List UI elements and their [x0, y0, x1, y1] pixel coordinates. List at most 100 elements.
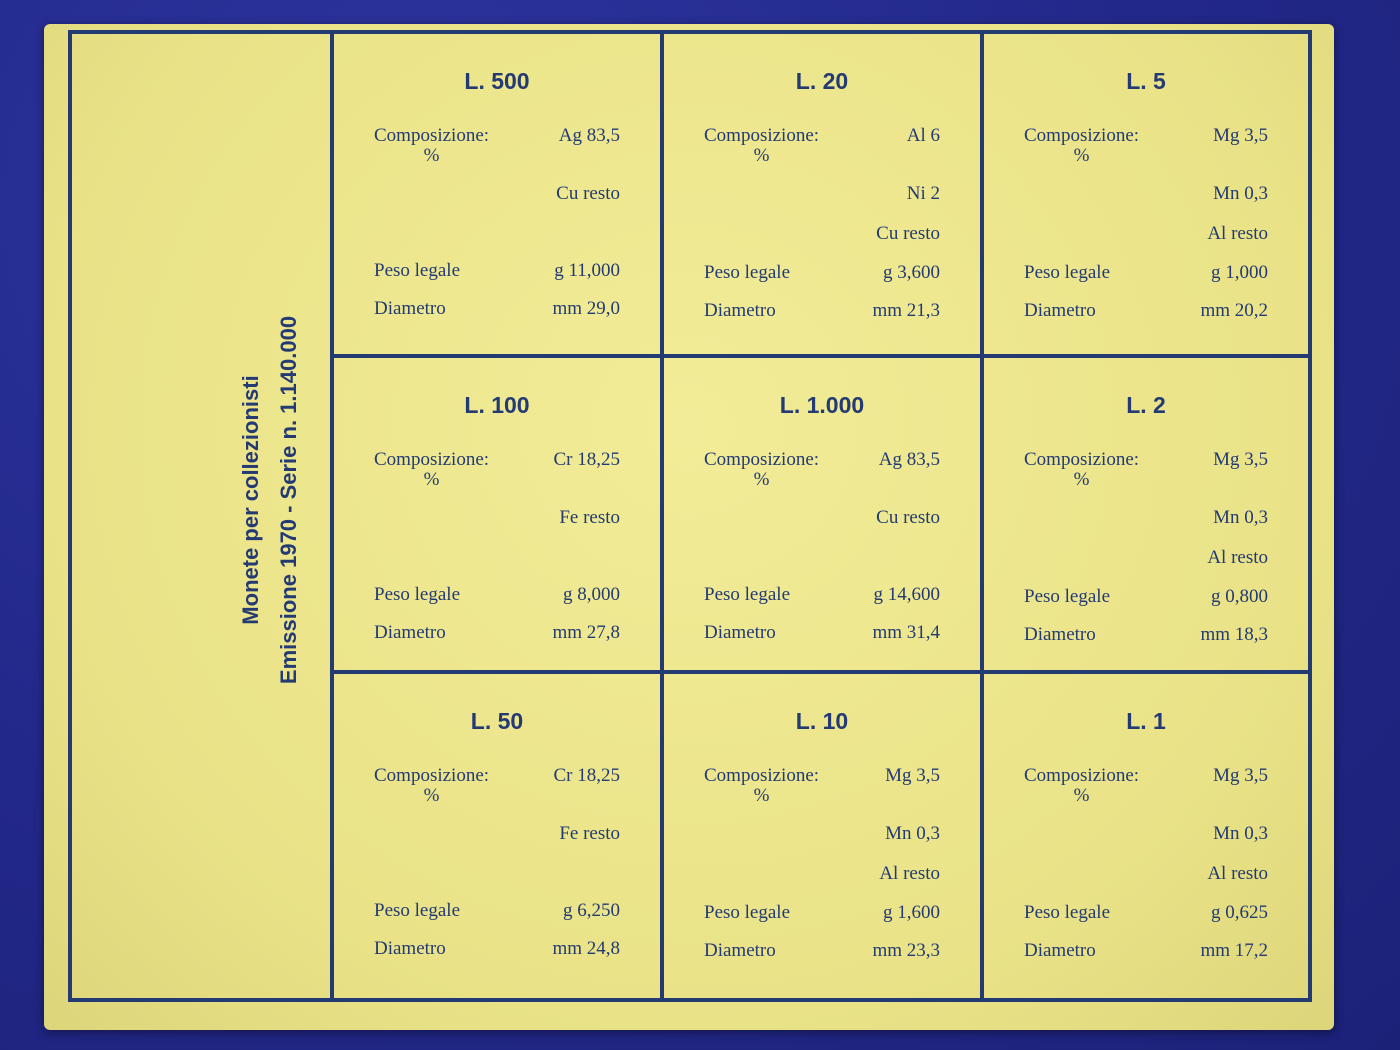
- diameter-row: Diametro mm 17,2: [1024, 932, 1268, 970]
- coin-cell: L. 1.000 Composizione: % Ag 83,5 Cu rest…: [664, 358, 980, 670]
- weight-row: Peso legale g 1,000: [1024, 254, 1268, 292]
- diameter-label: Diametro: [704, 300, 776, 321]
- issue-series-label: Emissione 1970 - Serie n. 1.140.000: [276, 315, 301, 685]
- composition-label: Composizione:: [374, 125, 490, 146]
- diameter-value: mm 24,8: [552, 938, 620, 959]
- diameter-row: Diametro mm 31,4: [704, 614, 940, 652]
- composition-element: Mn 0,3: [1213, 823, 1268, 844]
- composition-element: Cu resto: [876, 223, 940, 244]
- composition-primary: Al 6: [906, 125, 940, 146]
- composition-label: Composizione:: [1024, 765, 1140, 786]
- composition-primary: Ag 83,5: [558, 125, 620, 146]
- weight-label: Peso legale: [704, 262, 791, 283]
- composition-row: Composizione: % Mg 3,5: [1024, 450, 1268, 490]
- composition-elements: Fe resto: [374, 498, 620, 538]
- diameter-value: mm 20,2: [1200, 300, 1268, 321]
- composition-label: Composizione:: [704, 765, 820, 786]
- diameter-row: Diametro mm 27,8: [374, 614, 620, 652]
- column-divider-1: [660, 32, 664, 1000]
- diameter-label: Diametro: [704, 940, 776, 961]
- composition-row: Composizione: % Cr 18,25: [374, 766, 620, 806]
- percent-label: %: [423, 145, 440, 166]
- weight-label: Peso legale: [704, 584, 791, 605]
- coin-cell: L. 1 Composizione: % Mg 3,5 Mn 0,3 Al res…: [984, 674, 1308, 1000]
- coin-denomination: L. 5: [1126, 68, 1166, 94]
- coin-denomination: L. 50: [470, 708, 524, 734]
- coin-denomination: L. 100: [464, 392, 530, 418]
- row-divider-2: [334, 670, 1308, 674]
- composition-element: Ni 2: [906, 183, 940, 204]
- weight-label: Peso legale: [374, 584, 461, 605]
- composition-primary: Ag 83,5: [878, 449, 940, 470]
- composition-label-group: Composizione: %: [374, 450, 489, 490]
- composition-element: Mn 0,3: [885, 823, 940, 844]
- diameter-value: mm 29,0: [552, 298, 620, 319]
- percent-label: %: [753, 785, 770, 806]
- composition-label: Composizione:: [374, 449, 490, 470]
- composition-primary: Mg 3,5: [1213, 125, 1268, 146]
- weight-value: g 0,800: [1211, 586, 1268, 607]
- composition-primary: Cr 18,25: [553, 765, 621, 786]
- coin-denomination: L. 1.000: [779, 392, 865, 418]
- percent-label: %: [1073, 145, 1090, 166]
- diameter-label: Diametro: [1024, 300, 1096, 321]
- weight-row: Peso legale g 11,000: [374, 252, 620, 290]
- diameter-label: Diametro: [374, 938, 446, 959]
- composition-element: Mn 0,3: [1213, 183, 1268, 204]
- composition-row: Composizione: % Ag 83,5: [704, 450, 940, 490]
- composition-row: Composizione: % Al 6: [704, 126, 940, 166]
- diameter-row: Diametro mm 29,0: [374, 290, 620, 328]
- coin-set-card: [44, 24, 1334, 1030]
- composition-element: Al resto: [879, 863, 940, 884]
- composition-label-group: Composizione: %: [1024, 126, 1139, 166]
- diameter-label: Diametro: [1024, 624, 1096, 645]
- table-frame: [68, 30, 1312, 1002]
- percent-label: %: [1073, 785, 1090, 806]
- weight-row: Peso legale g 0,800: [1024, 578, 1268, 616]
- coin-cell: L. 5 Composizione: % Mg 3,5 Mn 0,3 Al res…: [984, 34, 1308, 354]
- weight-row: Peso legale g 1,600: [704, 894, 940, 932]
- composition-primary: Mg 3,5: [885, 765, 940, 786]
- diameter-label: Diametro: [1024, 940, 1096, 961]
- row-divider-1: [334, 354, 1308, 358]
- coin-denomination: L. 1: [1126, 708, 1166, 734]
- weight-label: Peso legale: [1024, 586, 1111, 607]
- diameter-value: mm 21,3: [872, 300, 940, 321]
- composition-elements: Ni 2 Cu resto: [704, 174, 940, 254]
- weight-value: g 14,600: [873, 584, 941, 605]
- composition-primary: Mg 3,5: [1213, 449, 1268, 470]
- composition-row: Composizione: % Mg 3,5: [1024, 126, 1268, 166]
- weight-value: g 6,250: [563, 900, 620, 921]
- weight-value: g 3,600: [883, 262, 940, 283]
- composition-element: Al resto: [1207, 223, 1268, 244]
- composition-element: Al resto: [1207, 863, 1268, 884]
- weight-label: Peso legale: [1024, 262, 1111, 283]
- diameter-row: Diametro mm 20,2: [1024, 292, 1268, 330]
- weight-row: Peso legale g 0,625: [1024, 894, 1268, 932]
- composition-label: Composizione:: [1024, 125, 1140, 146]
- side-divider: [330, 32, 334, 1000]
- coin-cell: L. 10 Composizione: % Mg 3,5 Mn 0,3 Al re…: [664, 674, 980, 1000]
- percent-label: %: [423, 785, 440, 806]
- composition-elements: Cu resto: [704, 498, 940, 538]
- side-caption: Monete per collezionisti Emissione 1970 …: [210, 250, 330, 750]
- percent-label: %: [423, 469, 440, 490]
- weight-row: Peso legale g 3,600: [704, 254, 940, 292]
- weight-label: Peso legale: [1024, 902, 1111, 923]
- composition-element: Al resto: [1207, 547, 1268, 568]
- coin-denomination: L. 2: [1126, 392, 1166, 418]
- diameter-label: Diametro: [704, 622, 776, 643]
- composition-element: Fe resto: [559, 823, 620, 844]
- composition-elements: Mn 0,3 Al resto: [1024, 814, 1268, 894]
- weight-value: g 1,000: [1211, 262, 1268, 283]
- percent-label: %: [1073, 469, 1090, 490]
- composition-element: Cu resto: [556, 183, 620, 204]
- composition-label: Composizione:: [704, 449, 820, 470]
- diameter-row: Diametro mm 24,8: [374, 930, 620, 968]
- coin-denomination: L. 20: [795, 68, 849, 94]
- composition-row: Composizione: % Ag 83,5: [374, 126, 620, 166]
- composition-primary: Cr 18,25: [553, 449, 621, 470]
- diameter-row: Diametro mm 18,3: [1024, 616, 1268, 654]
- composition-row: Composizione: % Mg 3,5: [704, 766, 940, 806]
- composition-elements: Mn 0,3 Al resto: [1024, 498, 1268, 578]
